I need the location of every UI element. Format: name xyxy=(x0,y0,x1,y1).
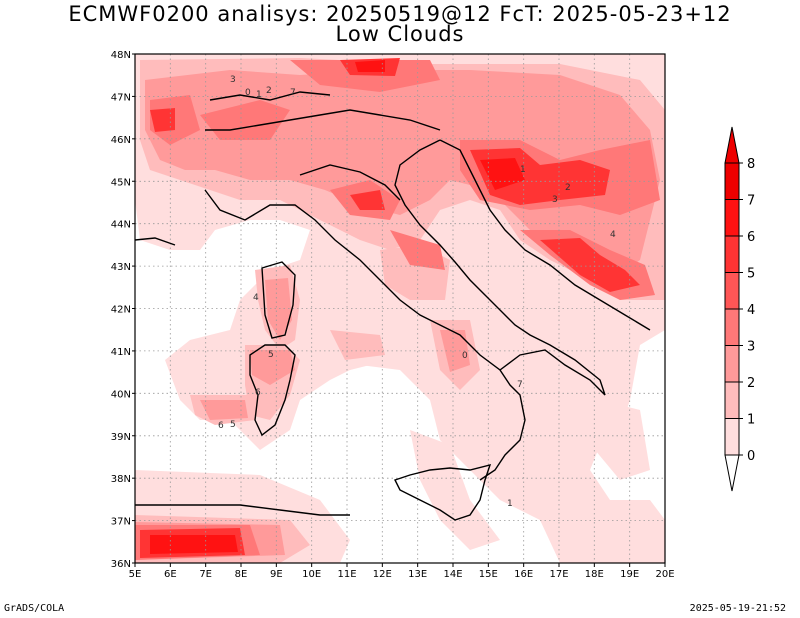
lon-tick-label: 9E xyxy=(270,569,283,580)
lat-tick-label: 39N xyxy=(111,432,131,443)
colorbar-level-label: 8 xyxy=(747,157,755,172)
colorbar-swatch xyxy=(724,199,740,237)
longitude-labels: 5E 6E 7E 8E 9E 10E 11E 12E 13E 14E 15E 16E 17E 18E 19E… xyxy=(129,563,675,580)
lat-tick-label: 40N xyxy=(111,389,131,400)
lat-tick-label: 48N xyxy=(111,50,131,61)
lon-tick-label: 8E xyxy=(235,569,248,580)
cloud-field xyxy=(135,54,665,563)
lon-tick-label: 14E xyxy=(443,569,462,580)
contour-label: 5 xyxy=(230,420,236,430)
colorbar-level-label: 7 xyxy=(747,194,755,209)
graticule xyxy=(135,54,665,563)
contour-label: 7 xyxy=(517,380,523,390)
colorbar-swatch xyxy=(724,235,740,273)
colorbar-level-label: 4 xyxy=(747,303,755,318)
lon-tick-label: 10E xyxy=(302,569,321,580)
lat-tick-label: 37N xyxy=(111,517,131,528)
lon-tick-label: 5E xyxy=(129,569,142,580)
footer-timestamp: 2025-05-19-21:52 xyxy=(689,603,786,614)
lon-tick-label: 18E xyxy=(585,569,604,580)
contour-label: 3 xyxy=(230,75,236,85)
contour-label: 6 xyxy=(255,388,261,398)
latitude-labels: 48N 47N 46N 45N 44N 43N 42N 41N 40N 39N 38N 37N 36N xyxy=(111,50,135,570)
colorbar-swatch xyxy=(724,345,740,383)
lon-tick-label: 13E xyxy=(408,569,427,580)
colorbar-swatch xyxy=(724,418,740,456)
lat-tick-label: 46N xyxy=(111,135,131,146)
colorbar-swatch xyxy=(724,381,740,419)
coastlines xyxy=(135,91,651,521)
colorbar-min-arrow xyxy=(724,454,740,492)
lat-tick-label: 43N xyxy=(111,262,131,273)
colorbar-labels: 0 1 2 3 4 5 6 7 8 xyxy=(739,157,755,464)
colorbar-level-label: 6 xyxy=(747,230,755,245)
chart-title: ECMWF0200 analisys: 20250519@12 FcT: 202… xyxy=(68,2,732,26)
contour-label: 0 xyxy=(462,351,468,361)
lat-tick-label: 44N xyxy=(111,220,131,231)
colorbar-swatch xyxy=(724,308,740,346)
colorbar-level-label: 1 xyxy=(747,413,755,428)
colorbar-swatch xyxy=(724,272,740,310)
contour-label: 3 xyxy=(552,195,558,205)
lon-tick-label: 11E xyxy=(337,569,356,580)
lat-tick-label: 47N xyxy=(111,92,131,103)
colorbar-level-label: 5 xyxy=(747,267,755,282)
contour-label: 4 xyxy=(610,230,616,240)
colorbar xyxy=(724,126,740,492)
lat-tick-label: 38N xyxy=(111,474,131,485)
lat-tick-label: 41N xyxy=(111,347,131,358)
colorbar-level-label: 3 xyxy=(747,340,755,355)
lon-tick-label: 16E xyxy=(514,569,533,580)
chart-subtitle: Low Clouds xyxy=(335,22,465,46)
lon-tick-label: 7E xyxy=(199,569,212,580)
lon-tick-label: 12E xyxy=(373,569,392,580)
contour-label: 6 xyxy=(218,421,224,431)
contour-label: 7 xyxy=(290,88,296,98)
lat-tick-label: 42N xyxy=(111,305,131,316)
contour-label: 2 xyxy=(266,86,272,96)
colorbar-level-label: 2 xyxy=(747,376,755,391)
footer-software-credit: GrADS/COLA xyxy=(4,603,65,614)
contour-label: 1 xyxy=(507,499,513,509)
colorbar-max-arrow xyxy=(724,126,740,164)
lat-tick-label: 36N xyxy=(111,559,131,570)
contour-label: 2 xyxy=(565,183,571,193)
colorbar-level-label: 0 xyxy=(747,449,755,464)
contour-label: 5 xyxy=(268,350,274,360)
colorbar-swatch xyxy=(724,162,740,200)
lon-tick-label: 6E xyxy=(164,569,177,580)
lon-tick-label: 15E xyxy=(479,569,498,580)
lon-tick-label: 19E xyxy=(620,569,639,580)
contour-label: 1 xyxy=(520,165,526,175)
contour-label: 1 xyxy=(256,90,262,100)
contour-label: 0 xyxy=(245,88,251,98)
lon-tick-label: 20E xyxy=(655,569,674,580)
contour-label: 4 xyxy=(253,293,259,303)
map-figure: 5E 6E 7E 8E 9E 10E 11E 12E 13E 14E 15E 16E 17E 18E 19E… xyxy=(111,50,756,580)
lon-tick-label: 17E xyxy=(549,569,568,580)
lat-tick-label: 45N xyxy=(111,177,131,188)
